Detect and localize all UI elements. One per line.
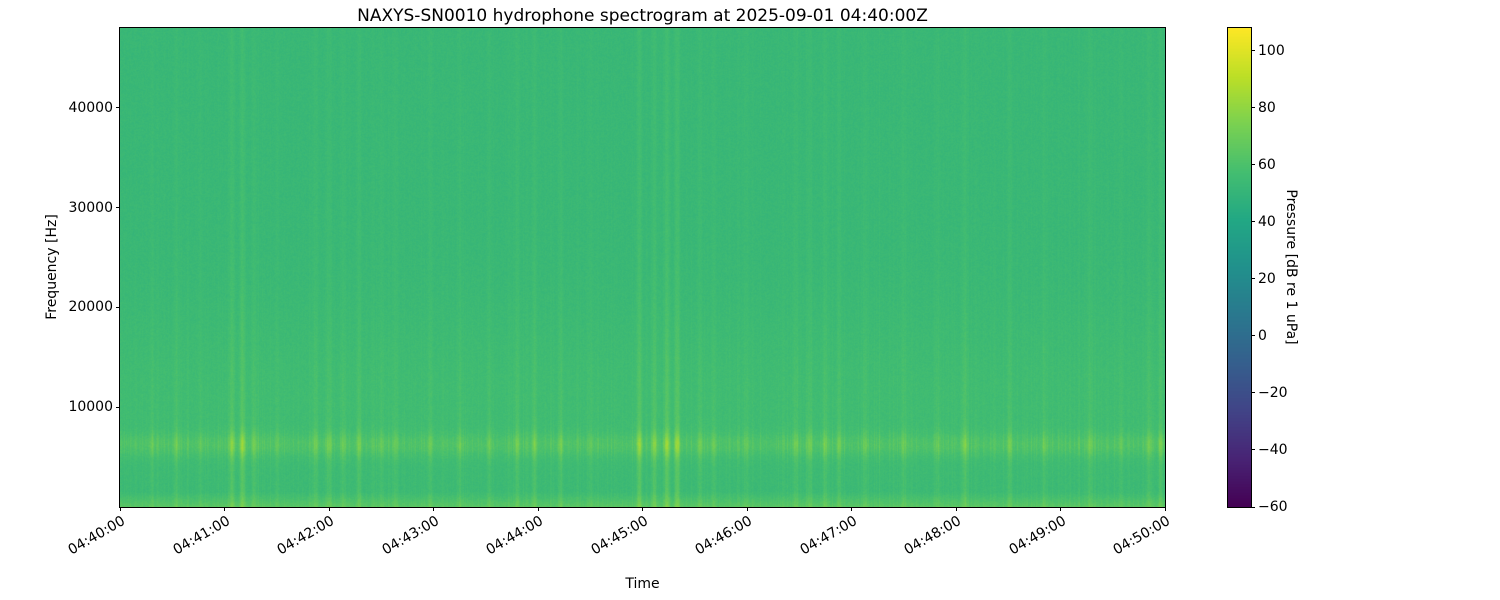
x-tick-mark bbox=[328, 507, 330, 511]
x-axis-label: Time bbox=[625, 576, 660, 592]
colorbar-tick-label: 40 bbox=[1258, 213, 1276, 230]
colorbar-canvas bbox=[1228, 28, 1251, 507]
x-tick-label: 04:41:00 bbox=[170, 513, 233, 559]
colorbar-tick-label: 20 bbox=[1258, 270, 1276, 287]
x-tick-label: 04:46:00 bbox=[692, 513, 755, 559]
colorbar-tick-mark bbox=[1251, 221, 1255, 223]
colorbar-tick-label: −60 bbox=[1258, 499, 1288, 515]
colorbar-tick-label: −20 bbox=[1258, 384, 1288, 401]
x-tick-label: 04:40:00 bbox=[65, 513, 128, 559]
x-tick-label: 04:45:00 bbox=[588, 513, 651, 559]
x-tick-mark bbox=[224, 507, 225, 511]
y-tick-mark bbox=[116, 207, 120, 209]
x-tick-mark bbox=[746, 507, 748, 511]
x-tick-label: 04:49:00 bbox=[1006, 513, 1069, 559]
y-tick-label: 10000 bbox=[68, 399, 113, 416]
colorbar-label: Pressure [dB re 1 uPa] bbox=[1283, 189, 1299, 345]
y-tick-label: 20000 bbox=[68, 299, 113, 316]
y-tick-mark bbox=[116, 107, 120, 109]
colorbar-tick-mark bbox=[1251, 50, 1255, 52]
x-tick-mark bbox=[1164, 507, 1166, 511]
x-tick-label: 04:44:00 bbox=[483, 513, 546, 559]
colorbar bbox=[1227, 27, 1252, 508]
y-tick-mark bbox=[116, 306, 120, 308]
spectrogram-canvas bbox=[120, 28, 1165, 507]
colorbar-tick-mark bbox=[1251, 107, 1255, 109]
colorbar-tick-mark bbox=[1251, 278, 1255, 280]
colorbar-tick-label: −40 bbox=[1258, 441, 1288, 458]
plot-area bbox=[119, 27, 1166, 508]
x-tick-label: 04:47:00 bbox=[797, 513, 860, 559]
x-tick-mark bbox=[1060, 507, 1061, 511]
x-tick-label: 04:50:00 bbox=[1110, 513, 1173, 559]
colorbar-tick-mark bbox=[1251, 164, 1255, 166]
colorbar-tick-label: 80 bbox=[1258, 99, 1276, 116]
x-tick-mark bbox=[119, 507, 121, 511]
colorbar-tick-mark bbox=[1251, 506, 1255, 508]
y-tick-label: 30000 bbox=[68, 199, 113, 216]
x-tick-mark bbox=[537, 507, 539, 511]
x-tick-mark bbox=[433, 507, 434, 511]
y-tick-label: 40000 bbox=[68, 99, 113, 116]
colorbar-tick-label: 100 bbox=[1258, 42, 1285, 59]
x-tick-mark bbox=[642, 507, 643, 511]
colorbar-tick-mark bbox=[1251, 449, 1255, 451]
x-tick-label: 04:43:00 bbox=[379, 513, 442, 559]
chart-title: NAXYS-SN0010 hydrophone spectrogram at 2… bbox=[357, 6, 928, 26]
y-tick-mark bbox=[116, 406, 120, 408]
x-tick-mark bbox=[851, 507, 852, 511]
x-tick-label: 04:48:00 bbox=[901, 513, 964, 559]
x-tick-mark bbox=[955, 507, 957, 511]
x-tick-label: 04:42:00 bbox=[274, 513, 337, 559]
colorbar-tick-mark bbox=[1251, 392, 1255, 394]
colorbar-tick-label: 60 bbox=[1258, 156, 1276, 173]
colorbar-tick-label: 0 bbox=[1258, 327, 1267, 344]
colorbar-tick-mark bbox=[1251, 335, 1255, 337]
